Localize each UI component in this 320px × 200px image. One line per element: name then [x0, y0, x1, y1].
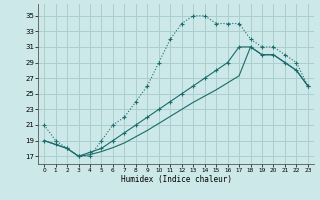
- X-axis label: Humidex (Indice chaleur): Humidex (Indice chaleur): [121, 175, 231, 184]
